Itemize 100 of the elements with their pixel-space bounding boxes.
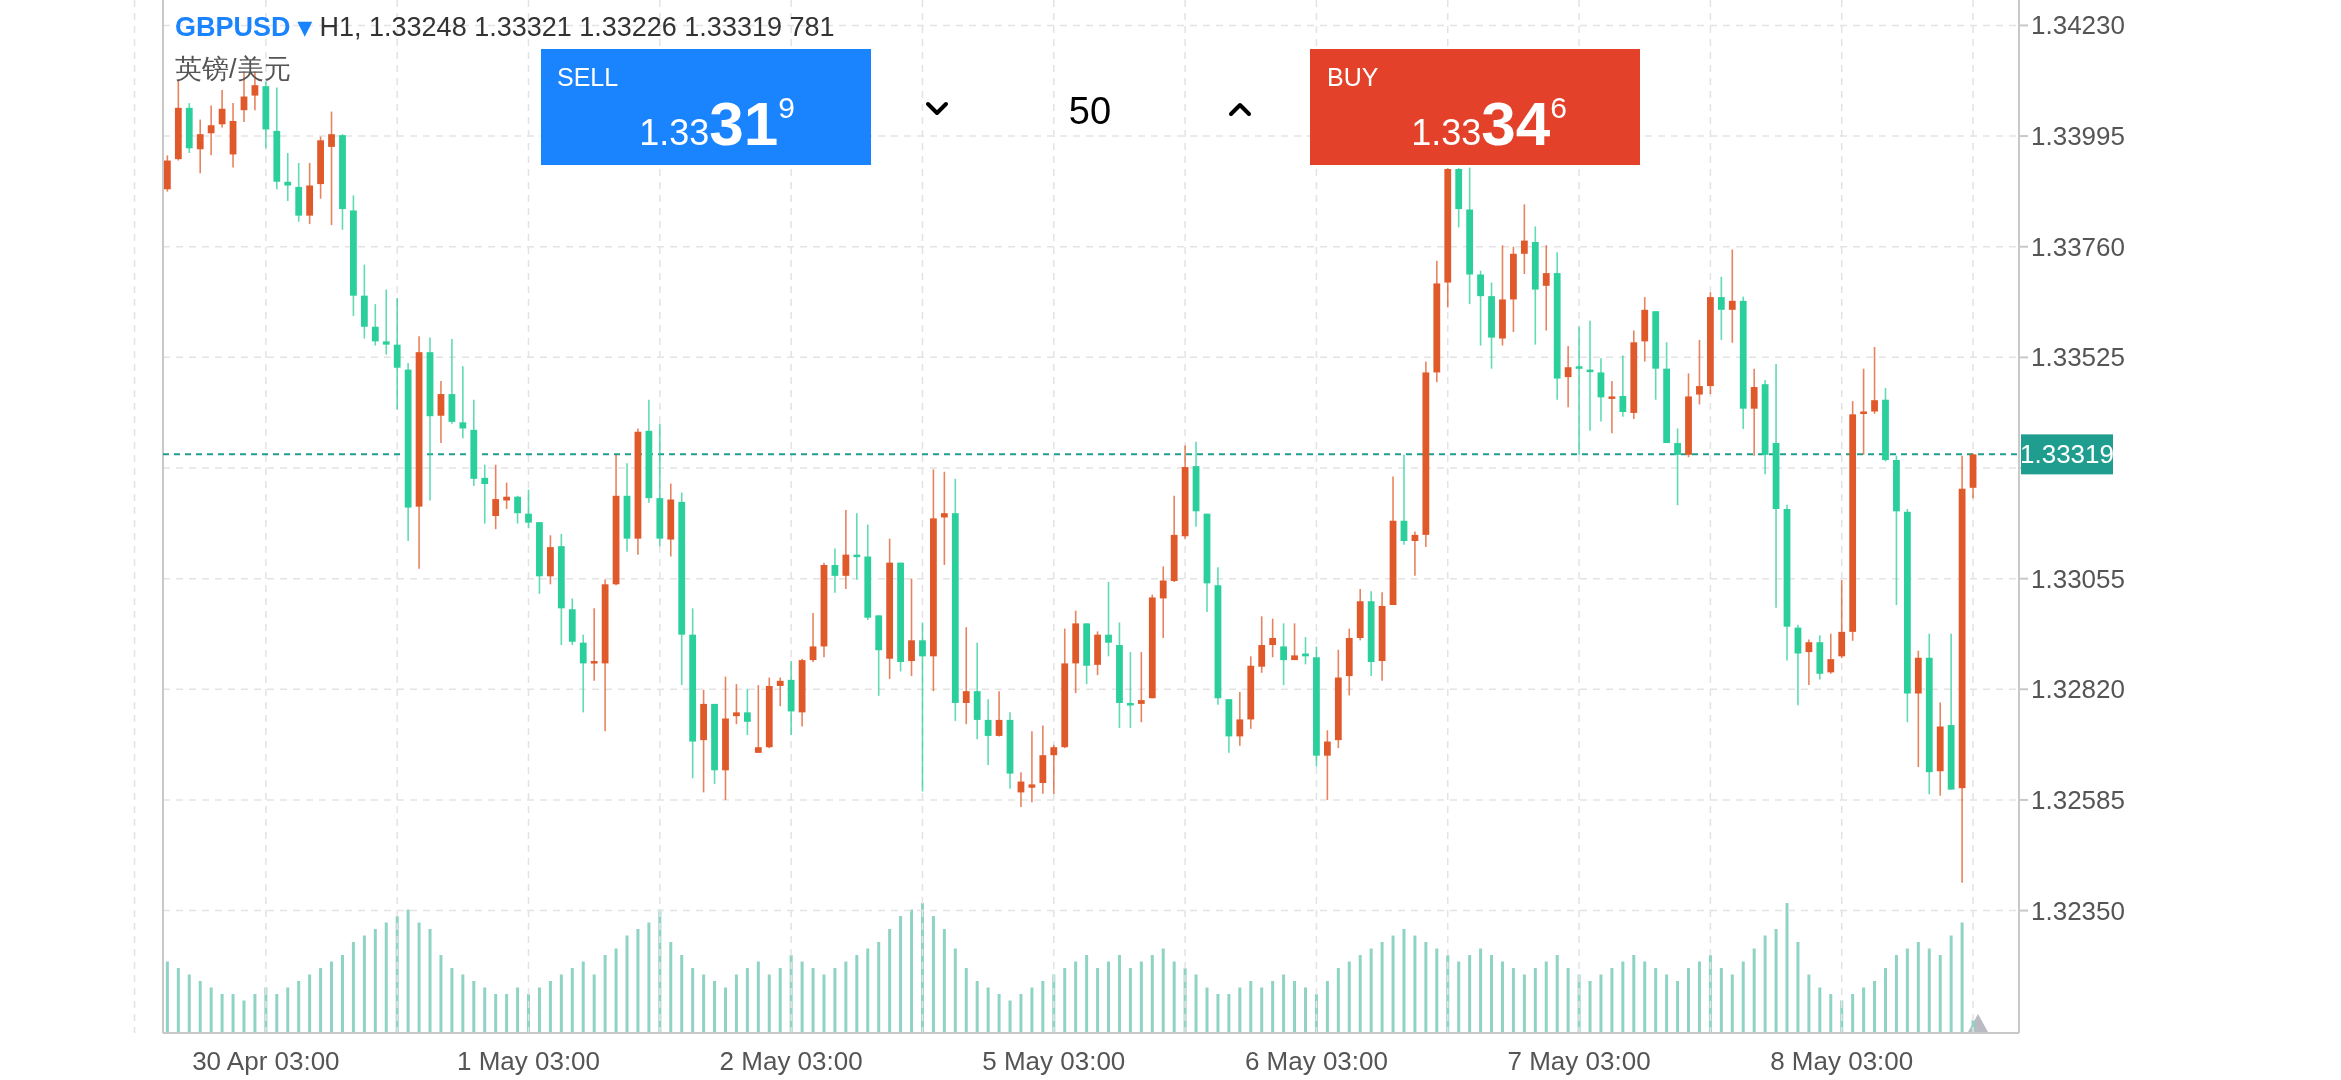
candlestick [1137,651,1145,724]
bar [1500,961,1504,1033]
bar [1873,981,1877,1033]
bar [373,929,377,1033]
annotation: BUY [1327,63,1379,91]
annotation: 1.3334$^{6}$ [1411,89,1567,158]
bar [1555,955,1559,1033]
bar [187,974,191,1033]
bar [669,942,673,1033]
bar [176,968,180,1033]
candlestick [1575,325,1583,456]
candlestick [207,104,215,157]
candlestick [393,297,401,411]
bar [986,987,990,1033]
candlestick [1159,565,1167,639]
candlestick [984,698,992,766]
bar [1041,981,1045,1033]
x-tick-label: 1 May 03:00 [456,1046,601,1076]
bar [308,974,312,1033]
bar [1687,968,1691,1033]
bar [1785,903,1789,1033]
candlestick [590,607,598,682]
bar [1172,961,1176,1033]
bar [1008,1000,1012,1033]
ref-line-label: 1.33319 [2020,439,2114,470]
bar [1468,955,1472,1033]
bar [647,922,651,1033]
annotation: 1.3331$^{9}$ [639,89,795,158]
candlestick [1236,691,1244,747]
bar [822,974,826,1033]
candlestick [940,470,948,566]
x-tick-label: 2 May 03:00 [719,1046,863,1076]
candlestick [1050,744,1058,795]
annotation: 50 [1068,90,1112,132]
candlestick [1871,346,1878,415]
bar [636,929,640,1033]
candlestick [733,683,740,725]
bar [844,961,848,1033]
candlestick [1674,427,1681,506]
bar [877,942,881,1033]
candlestick [842,509,850,590]
bar [548,981,552,1033]
candlestick [1258,615,1266,674]
y-tick-label: 1.33995 [2031,121,2125,152]
bar [1796,942,1800,1033]
bar [439,955,443,1033]
bar [680,955,684,1033]
bar [340,955,344,1033]
bar [1632,955,1636,1033]
bar [1019,994,1023,1033]
bar [494,994,498,1033]
y-tick-label: 1.32820 [2031,674,2125,705]
x-tick-label: 8 May 03:00 [1770,1046,1914,1076]
bar [1643,961,1647,1033]
bar [1490,955,1494,1033]
bar [450,968,454,1033]
bar [1347,961,1351,1033]
y-tick-label: 1.32350 [2031,895,2125,926]
bar [1238,987,1242,1033]
bar [209,987,213,1033]
bar [1139,961,1143,1033]
bar [1380,942,1384,1033]
bar [1544,961,1548,1033]
candlestick [492,463,500,531]
bar [888,929,892,1033]
bar [975,981,979,1033]
candlestick [437,380,445,444]
candlestick [831,547,839,594]
candlestick [776,676,784,708]
annotation: SELL [557,63,619,91]
bar [1117,955,1121,1033]
candlestick [514,494,521,525]
bar [1949,935,1953,1033]
bar [286,987,290,1033]
text: 英镑/美元 [175,54,291,84]
bar [691,968,695,1033]
candlestick [1696,339,1703,406]
bar [1282,974,1286,1033]
bar [745,968,749,1033]
bar [231,994,235,1033]
candlestick [481,463,489,525]
bar [483,987,487,1033]
bar [1085,955,1089,1033]
bar [417,922,421,1033]
y-tick-label: 1.33525 [2031,342,2125,373]
bar [472,981,476,1033]
bar [734,974,738,1033]
candlestick [525,488,532,530]
candlestick [459,365,467,440]
bar [1205,987,1209,1033]
bar [833,968,837,1033]
x-tick-label: 5 May 03:00 [982,1046,1126,1076]
bar [1402,929,1406,1033]
bar [1665,974,1669,1033]
bar [1829,994,1833,1033]
bar [1063,968,1067,1033]
bar [537,987,541,1033]
bar [855,955,859,1033]
candlestick [962,626,970,725]
bar [1271,981,1275,1033]
